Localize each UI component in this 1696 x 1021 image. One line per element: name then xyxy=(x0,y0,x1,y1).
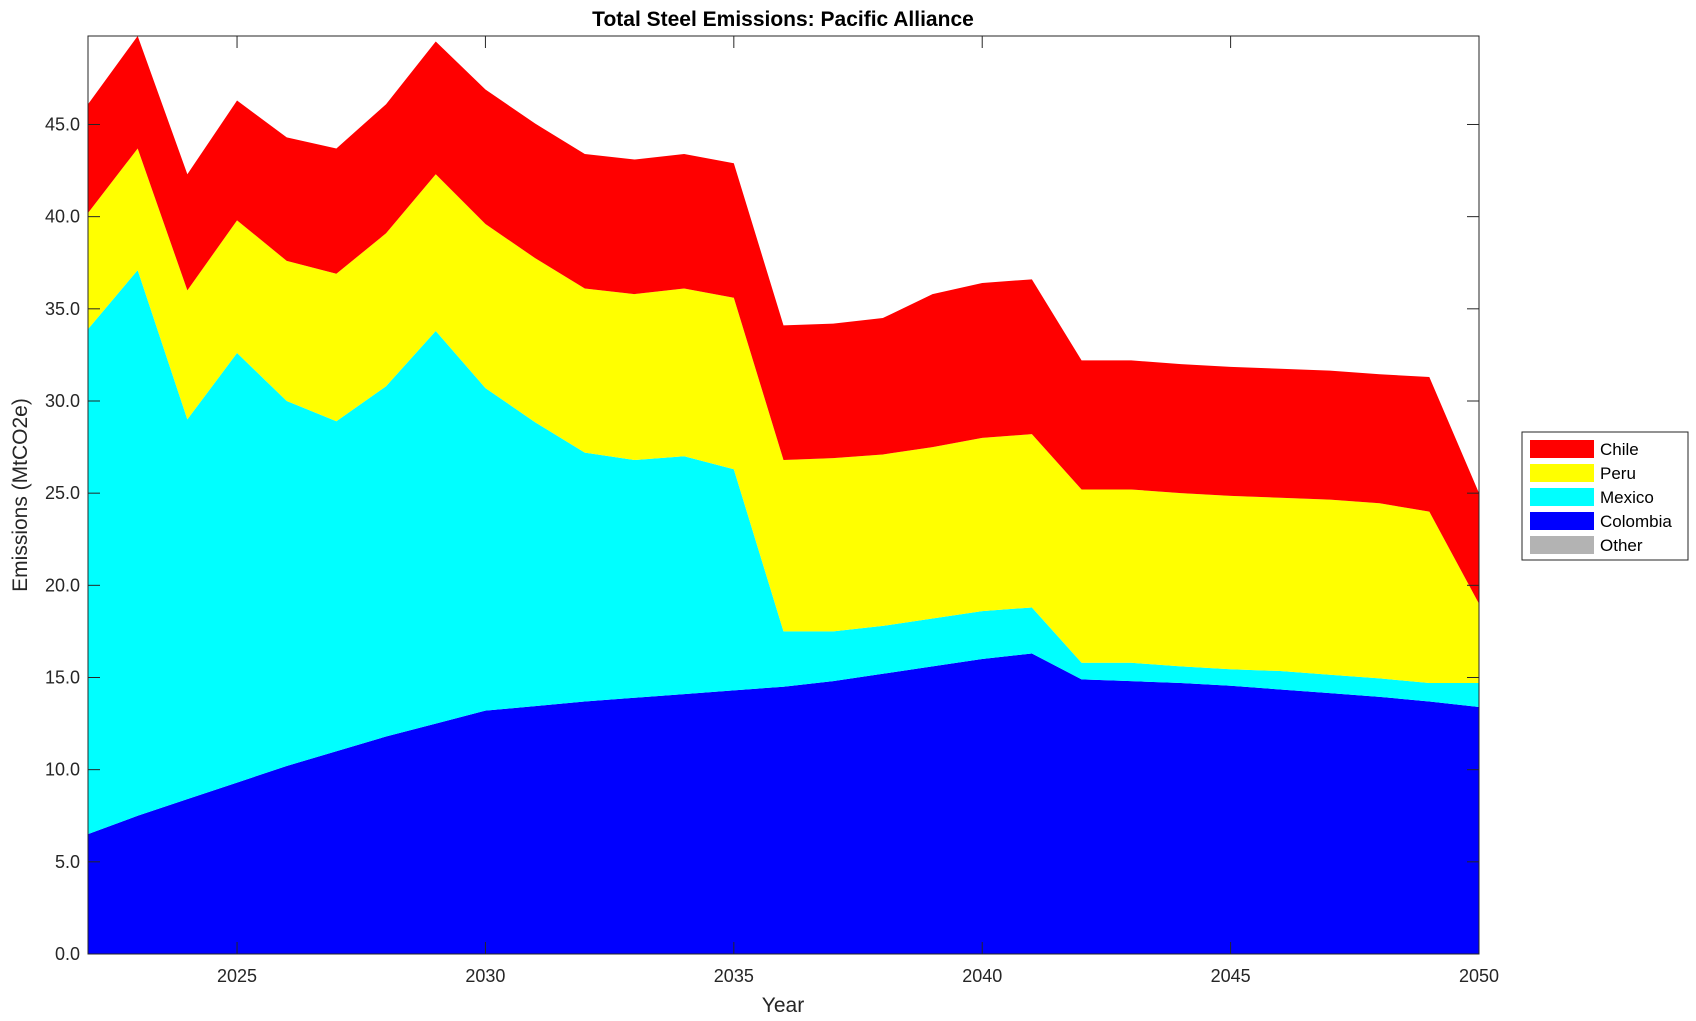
legend-label-mexico: Mexico xyxy=(1600,488,1654,507)
x-tick-label: 2035 xyxy=(714,966,754,986)
area-peru xyxy=(88,148,1479,684)
legend-swatch-mexico xyxy=(1530,488,1594,506)
legend-swatch-peru xyxy=(1530,464,1594,482)
y-axis: 0.0 5.0 10.0 15.0 20.0 25.0 30.0 35.0 40.0 45.0 xyxy=(45,114,1479,964)
legend-label-peru: Peru xyxy=(1600,464,1636,483)
legend-swatch-other xyxy=(1530,536,1594,554)
x-tick-label: 2045 xyxy=(1211,966,1251,986)
legend-swatch-chile xyxy=(1530,440,1594,458)
x-tick-label: 2040 xyxy=(962,966,1002,986)
x-axis: 2025 2030 2035 2040 2045 2050 xyxy=(217,36,1499,986)
y-tick-label: 0.0 xyxy=(55,944,80,964)
area-mexico xyxy=(88,270,1479,835)
area-chile xyxy=(88,36,1479,604)
x-tick-label: 2050 xyxy=(1459,966,1499,986)
y-tick-label: 30.0 xyxy=(45,391,80,411)
x-tick-label: 2025 xyxy=(217,966,257,986)
y-axis-label: Emissions (MtCO2e) xyxy=(9,398,32,592)
y-tick-label: 35.0 xyxy=(45,299,80,319)
stacked-areas xyxy=(88,36,1479,954)
legend-label-colombia: Colombia xyxy=(1600,512,1672,531)
legend-label-other: Other xyxy=(1600,536,1643,555)
y-tick-label: 10.0 xyxy=(45,760,80,780)
y-tick-label: 40.0 xyxy=(45,207,80,227)
area-colombia xyxy=(88,653,1479,954)
y-tick-label: 5.0 xyxy=(55,852,80,872)
x-tick-label: 2030 xyxy=(465,966,505,986)
legend-swatch-colombia xyxy=(1530,512,1594,530)
y-tick-label: 25.0 xyxy=(45,483,80,503)
y-tick-label: 20.0 xyxy=(45,575,80,595)
y-tick-label: 45.0 xyxy=(45,114,80,134)
plot-frame xyxy=(87,35,1480,955)
x-axis-label: Year xyxy=(762,994,804,1017)
legend-label-chile: Chile xyxy=(1600,440,1639,459)
chart-title: Total Steel Emissions: Pacific Alliance xyxy=(592,8,974,31)
legend: Chile Peru Mexico Colombia Other xyxy=(1521,431,1689,561)
y-tick-label: 15.0 xyxy=(45,667,80,687)
